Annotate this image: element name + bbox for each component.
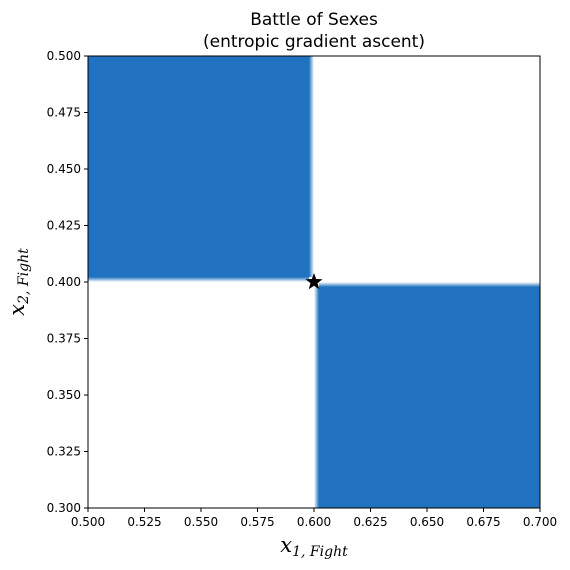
y-tick-label: 0.375 [47, 332, 81, 346]
y-tick-label: 0.400 [47, 275, 81, 289]
x-axis-label-base: x [280, 533, 292, 557]
x-axis-ticks: 0.500 0.525 0.550 0.575 0.600 0.625 0.650 0.675… [71, 508, 557, 529]
plot-frame [87, 55, 541, 509]
y-tick-label: 0.325 [47, 445, 81, 459]
y-tick-label: 0.475 [47, 106, 81, 120]
x-axis-label: x1, Fight [280, 533, 348, 560]
x-axis-label-sub: 1, Fight [292, 544, 348, 560]
y-tick-label: 0.425 [47, 219, 81, 233]
y-tick-label: 0.450 [47, 162, 81, 176]
y-axis-label-sub: 2, Fight [16, 248, 32, 305]
region-edge [319, 282, 540, 287]
x-tick-label: 0.675 [466, 515, 500, 529]
heatmap-region-lower-right [314, 282, 540, 508]
heatmap-region-upper-left [88, 56, 314, 282]
region-fill [88, 56, 309, 277]
x-tick-label: 0.525 [127, 515, 161, 529]
x-tick-label: 0.500 [71, 515, 105, 529]
equilibrium-star-icon [305, 273, 323, 290]
x-tick-label: 0.700 [523, 515, 557, 529]
region-edge [314, 287, 319, 508]
x-tick-label: 0.550 [184, 515, 218, 529]
y-axis-label-base: x [5, 304, 29, 316]
region-fill [319, 287, 540, 508]
region-edge [88, 277, 309, 282]
y-axis-label: x2, Fight [5, 248, 32, 316]
equilibrium-star-marker [305, 273, 323, 290]
y-tick-label: 0.350 [47, 388, 81, 402]
chart-title: Battle of Sexes [250, 10, 378, 30]
x-tick-label: 0.650 [410, 515, 444, 529]
x-tick-label: 0.600 [297, 515, 331, 529]
y-axis-ticks: 0.300 0.325 0.350 0.375 0.400 0.425 0.450 0.475… [47, 49, 88, 515]
x-tick-label: 0.575 [240, 515, 274, 529]
region-edge [309, 56, 314, 277]
y-tick-label: 0.500 [47, 49, 81, 63]
heatmap-regions [88, 56, 540, 508]
y-tick-label: 0.300 [47, 501, 81, 515]
x-tick-label: 0.625 [353, 515, 387, 529]
chart-subtitle: (entropic gradient ascent) [203, 32, 425, 52]
